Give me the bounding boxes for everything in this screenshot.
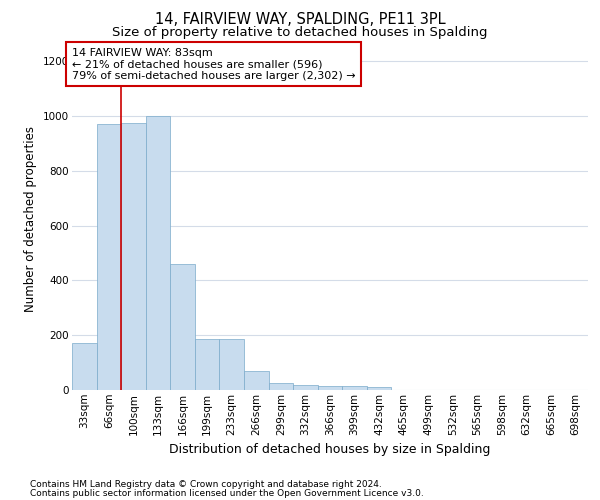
Bar xyxy=(146,116,170,390)
Bar xyxy=(220,340,244,390)
Bar xyxy=(195,340,220,390)
Bar xyxy=(318,386,342,390)
Y-axis label: Number of detached properties: Number of detached properties xyxy=(25,126,37,312)
Bar xyxy=(170,264,195,390)
Text: Contains public sector information licensed under the Open Government Licence v3: Contains public sector information licen… xyxy=(30,489,424,498)
Text: Contains HM Land Registry data © Crown copyright and database right 2024.: Contains HM Land Registry data © Crown c… xyxy=(30,480,382,489)
X-axis label: Distribution of detached houses by size in Spalding: Distribution of detached houses by size … xyxy=(169,443,491,456)
Text: 14 FAIRVIEW WAY: 83sqm
← 21% of detached houses are smaller (596)
79% of semi-de: 14 FAIRVIEW WAY: 83sqm ← 21% of detached… xyxy=(72,48,356,80)
Bar xyxy=(269,383,293,390)
Bar xyxy=(97,124,121,390)
Bar xyxy=(244,371,269,390)
Bar xyxy=(367,388,391,390)
Text: 14, FAIRVIEW WAY, SPALDING, PE11 3PL: 14, FAIRVIEW WAY, SPALDING, PE11 3PL xyxy=(155,12,445,28)
Text: Size of property relative to detached houses in Spalding: Size of property relative to detached ho… xyxy=(112,26,488,39)
Bar xyxy=(121,123,146,390)
Bar xyxy=(342,386,367,390)
Bar xyxy=(293,385,318,390)
Bar xyxy=(72,344,97,390)
